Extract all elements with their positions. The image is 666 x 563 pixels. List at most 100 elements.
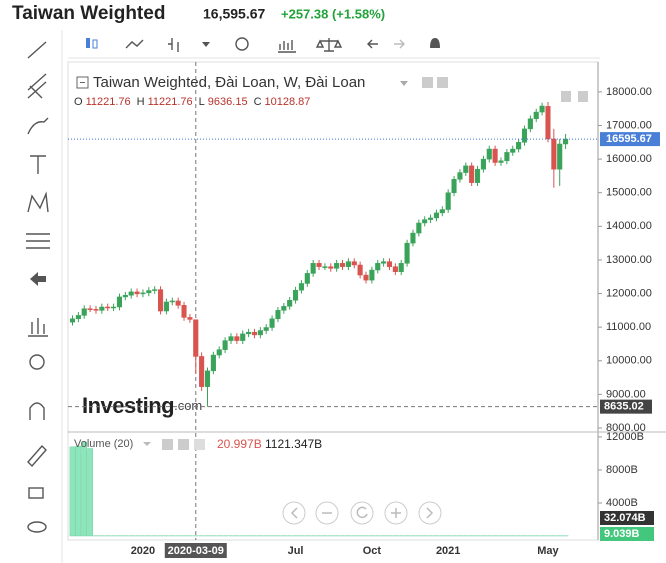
- candle-body: [392, 266, 398, 272]
- candle-body: [257, 330, 263, 336]
- volume-tick-label: 4000B: [606, 497, 638, 509]
- candle-body: [169, 300, 175, 303]
- candle-body: [310, 263, 316, 274]
- crosshair-date: 2020-03-09: [168, 545, 224, 557]
- volume-bar: [75, 445, 82, 537]
- candle-body: [281, 306, 287, 311]
- candle-body: [275, 310, 281, 320]
- magnet-tool[interactable]: [29, 402, 45, 420]
- pattern-tool[interactable]: [27, 191, 49, 213]
- candle-body: [105, 306, 111, 309]
- candle-body: [428, 217, 434, 220]
- candle-body: [527, 118, 533, 130]
- projection-tool[interactable]: [26, 233, 50, 249]
- volume-label-box: [600, 527, 654, 541]
- zoom-out[interactable]: [315, 501, 339, 525]
- low-box: [600, 399, 652, 414]
- candle-body: [510, 148, 516, 153]
- candle-body: [398, 263, 404, 272]
- candle-body: [404, 242, 410, 264]
- candle-body: [158, 289, 164, 312]
- last-price: 16,595.67: [203, 6, 265, 22]
- candle-body: [210, 354, 216, 372]
- legend-eye[interactable]: [422, 77, 433, 88]
- candle-body: [416, 222, 422, 234]
- x-tick-label: Oct: [363, 545, 382, 557]
- last-price-box: [600, 132, 660, 147]
- candle-body: [375, 263, 381, 271]
- line-tool[interactable]: [27, 41, 47, 59]
- brush-tool[interactable]: [27, 117, 49, 135]
- candle-body: [422, 219, 428, 224]
- y-tick-label: 18000.00: [606, 86, 652, 98]
- chart-tool[interactable]: [28, 318, 48, 337]
- volume-axis-label: 9.039B: [604, 528, 640, 540]
- indicators-button[interactable]: [278, 40, 296, 53]
- volume-bar: [69, 446, 76, 537]
- candle-body: [228, 336, 234, 341]
- candle-body: [293, 289, 299, 301]
- candle-body: [351, 261, 357, 266]
- ohlc-value: 10128.87: [265, 96, 311, 108]
- candle-body: [322, 266, 328, 268]
- volume-legend-dropdown: [143, 442, 151, 446]
- candle-body: [474, 168, 481, 183]
- candle-body: [287, 300, 293, 307]
- candle-body: [498, 160, 504, 163]
- candle-body: [328, 266, 334, 269]
- candle-body: [345, 261, 351, 267]
- watermark-main: Investing: [82, 393, 174, 418]
- x-tick-label: 2021: [436, 545, 460, 557]
- undo-button[interactable]: [367, 39, 378, 49]
- y-tick-label: 9000.00: [606, 388, 646, 400]
- scale-button[interactable]: [578, 91, 588, 102]
- scroll-right[interactable]: [418, 501, 442, 525]
- y-tick-label: 8000.00: [606, 422, 646, 434]
- reset[interactable]: [350, 501, 374, 525]
- zoom-tool[interactable]: [29, 354, 45, 370]
- bars-button[interactable]: [168, 38, 179, 52]
- zoom-in[interactable]: [384, 501, 408, 525]
- candle-body: [439, 209, 445, 214]
- alert-button[interactable]: [430, 38, 440, 48]
- candle-body: [304, 273, 310, 284]
- scale-button[interactable]: [561, 91, 571, 102]
- volume-name: Volume (20): [74, 438, 133, 450]
- volume-legend-button: [194, 439, 205, 450]
- settings-button[interactable]: [235, 37, 249, 51]
- line-type-button[interactable]: [125, 39, 144, 49]
- candle-body: [433, 212, 439, 219]
- candle-body: [533, 111, 539, 120]
- x-tick-label: Jul: [288, 545, 304, 557]
- low-label: 8635.02: [604, 401, 644, 413]
- lock-tool[interactable]: [28, 487, 44, 499]
- compare-button[interactable]: [315, 38, 343, 52]
- fib-tool[interactable]: [27, 73, 47, 99]
- collapse-box[interactable]: [76, 76, 89, 89]
- candle-body: [193, 319, 199, 357]
- candle-body: [87, 308, 93, 310]
- legend-settings[interactable]: [437, 77, 448, 88]
- candle-body: [463, 165, 469, 173]
- pencil-tool[interactable]: [27, 444, 47, 468]
- candle-body: [187, 317, 193, 320]
- y-tick-label: 11000.00: [606, 321, 651, 333]
- candle-type-button[interactable]: [86, 38, 98, 49]
- volume-bar: [87, 448, 93, 537]
- volume-tick-label: 12000B: [606, 431, 644, 443]
- text-tool[interactable]: [30, 155, 46, 174]
- candle-body: [246, 331, 252, 335]
- ohlc-key: C: [254, 96, 262, 108]
- visibility-tool[interactable]: [27, 521, 47, 533]
- redo-button[interactable]: [394, 39, 405, 49]
- dropdown-button[interactable]: [202, 42, 210, 47]
- ohlc-readout: O 11221.76 H 11221.76 L 9636.15 C 10128.87: [74, 96, 310, 108]
- legend-dropdown[interactable]: [400, 81, 408, 86]
- ohlc-key: H: [137, 96, 145, 108]
- candle-body: [93, 309, 99, 311]
- x-tick-label: May: [537, 545, 559, 557]
- page-title: Taiwan Weighted: [12, 3, 165, 24]
- scroll-left[interactable]: [282, 501, 306, 525]
- collapse-tool[interactable]: [30, 272, 46, 286]
